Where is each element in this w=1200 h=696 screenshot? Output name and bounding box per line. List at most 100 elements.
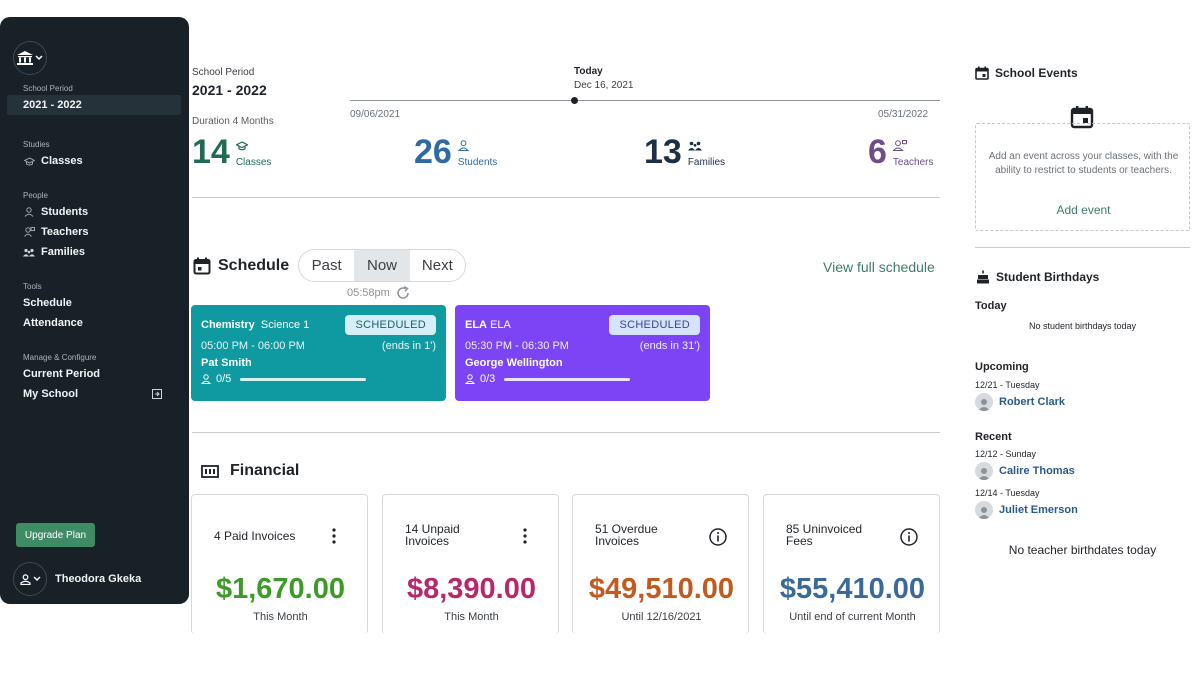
birthdays-upcoming-heading: Upcoming: [975, 361, 1029, 373]
class-subject: Chemistry: [201, 319, 255, 331]
sidebar-item-label: Schedule: [23, 297, 72, 309]
sidebar-heading: Studies: [23, 140, 50, 149]
family-icon: [687, 141, 702, 151]
school-switcher-button[interactable]: [13, 41, 47, 75]
avatar: [975, 501, 993, 519]
sidebar-item-label: Families: [41, 246, 86, 258]
birthday-date: 12/14 - Tuesday: [975, 488, 1040, 498]
sidebar-item-my-school[interactable]: My School: [0, 384, 189, 404]
sidebar-item-teachers[interactable]: Teachers: [0, 222, 189, 242]
attendance-count: 0/5: [216, 373, 232, 385]
financial-amount: $8,390.00: [406, 573, 536, 605]
financial-amount: $1,670.00: [215, 573, 345, 605]
status-badge: SCHEDULED: [609, 315, 700, 335]
refresh-icon[interactable]: [396, 286, 410, 300]
sidebar-item-students[interactable]: Students: [0, 202, 189, 222]
person-icon: [457, 140, 469, 151]
kebab-icon[interactable]: [331, 528, 337, 544]
duration-label: Duration 4 Months: [192, 116, 274, 127]
sidebar-section-period: School Period 2021 - 2022: [0, 83, 189, 115]
upgrade-plan-button[interactable]: Upgrade Plan: [16, 523, 95, 547]
person-icon: [465, 374, 475, 384]
sidebar-heading: Manage & Configure: [23, 353, 97, 362]
school-events-title: School Events: [995, 66, 1078, 80]
class-name: ELA: [490, 319, 511, 331]
school-building-icon: [17, 51, 33, 65]
sidebar-item-school-period[interactable]: 2021 - 2022: [7, 95, 181, 115]
user-menu[interactable]: Theodora Gkeka: [13, 562, 141, 596]
class-ends-in: (ends in 31'): [639, 340, 700, 352]
avatar[interactable]: [13, 562, 47, 596]
financial-card-paid[interactable]: 4 Paid Invoices $1,670.00 This Month: [191, 494, 368, 634]
financial-subtitle: Until 12/16/2021: [621, 611, 702, 623]
sidebar-item-classes[interactable]: Classes: [0, 151, 189, 171]
status-badge: SCHEDULED: [345, 315, 436, 335]
view-full-schedule-link[interactable]: View full schedule: [823, 259, 935, 275]
sidebar-item-label: Students: [41, 206, 89, 218]
class-time: 05:00 PM - 06:00 PM: [201, 340, 305, 352]
sidebar-heading: School Period: [23, 84, 73, 93]
tab-next[interactable]: Next: [421, 257, 453, 274]
info-icon[interactable]: [709, 528, 727, 546]
birthday-date: 12/21 - Tuesday: [975, 380, 1040, 390]
teacher-icon: [892, 140, 907, 151]
divider: [975, 247, 1190, 248]
sidebar-section-people: People Students Teachers Families: [0, 190, 189, 262]
add-event-dropzone: Add an event across your classes, with t…: [975, 123, 1190, 231]
sidebar-heading: People: [23, 191, 48, 200]
events-description: Add an event across your classes, with t…: [988, 151, 1179, 176]
sidebar-item-families[interactable]: Families: [0, 242, 189, 262]
financial-header: Financial: [201, 462, 299, 480]
birthdays-today-heading: Today: [975, 300, 1007, 312]
attendance-count: 0/3: [480, 373, 496, 385]
financial-card-unpaid[interactable]: 14 Unpaid Invoices $8,390.00 This Month: [382, 494, 559, 634]
financial-card-uninvoiced[interactable]: 85 Uninvoiced Fees $55,410.00 Until end …: [763, 494, 940, 634]
tab-now[interactable]: Now: [354, 250, 410, 281]
today-label: Today: [574, 66, 603, 77]
school-events-header: School Events: [975, 66, 1078, 80]
schedule-title: Schedule: [218, 257, 290, 274]
financial-card-overdue[interactable]: 51 Overdue Invoices $49,510.00 Until 12/…: [572, 494, 749, 634]
financial-label: 51 Overdue Invoices: [595, 522, 658, 548]
class-card-chemistry[interactable]: Chemistry Science 1 SCHEDULED 05:00 PM -…: [191, 305, 446, 401]
financial-subtitle: This Month: [444, 611, 499, 623]
stat-label: Families: [687, 157, 726, 168]
add-event-link[interactable]: Add event: [1056, 203, 1111, 217]
class-title: ELA ELA: [465, 319, 511, 331]
sidebar-item-label: My School: [23, 388, 79, 400]
birthday-person-name: Calire Thomas: [999, 465, 1075, 477]
sidebar-item-attendance[interactable]: Attendance: [0, 313, 189, 333]
sidebar-item-current-period[interactable]: Current Period: [0, 364, 189, 384]
stat-value: 6: [868, 133, 887, 171]
stat-families[interactable]: 13 Families: [644, 134, 725, 170]
birthday-person[interactable]: Calire Thomas: [975, 462, 1075, 480]
financial-label: 85 Uninvoiced Fees: [786, 522, 863, 548]
sidebar-section-studies: Studies Classes: [0, 139, 189, 171]
person-icon: [201, 374, 211, 384]
class-title: Chemistry Science 1: [201, 319, 309, 331]
sidebar: School Period 2021 - 2022 Studies Classe…: [0, 17, 189, 604]
class-time: 05:30 PM - 06:30 PM: [465, 340, 569, 352]
attendance-progress-bar: [504, 377, 631, 381]
birthday-person-name: Robert Clark: [999, 396, 1066, 408]
graduation-cap-icon: [23, 155, 35, 167]
sidebar-item-schedule[interactable]: Schedule: [0, 293, 189, 313]
user-name: Theodora Gkeka: [55, 573, 142, 585]
timeline-today-marker: [571, 97, 579, 104]
person-icon: [23, 206, 35, 218]
stat-label: Students: [457, 157, 498, 168]
stat-value: 13: [644, 133, 682, 171]
birthday-person[interactable]: Robert Clark: [975, 393, 1065, 411]
calendar-icon: [193, 257, 211, 275]
info-icon[interactable]: [900, 528, 918, 546]
stat-teachers[interactable]: 6 Teachers: [868, 134, 934, 170]
stat-classes[interactable]: 14 Classes: [192, 134, 271, 170]
sidebar-item-label: Teachers: [41, 226, 89, 238]
birthday-person[interactable]: Juliet Emerson: [975, 501, 1078, 519]
family-icon: [23, 246, 35, 258]
class-card-ela[interactable]: ELA ELA SCHEDULED 05:30 PM - 06:30 PM (e…: [455, 305, 710, 401]
class-name: Science 1: [260, 319, 310, 331]
stat-students[interactable]: 26 Students: [414, 134, 497, 170]
tab-past[interactable]: Past: [311, 257, 342, 274]
kebab-icon[interactable]: [522, 528, 528, 544]
